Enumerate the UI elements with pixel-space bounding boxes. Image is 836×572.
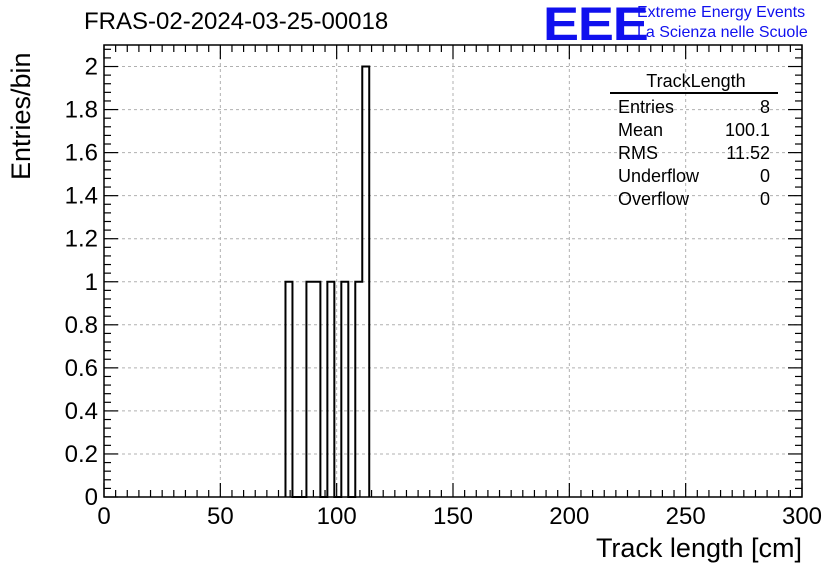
stats-value: 0 [759, 166, 770, 186]
y-tick-label: 0.4 [65, 398, 98, 425]
chart-title: FRAS-02-2024-03-25-00018 [84, 8, 389, 35]
histogram-bin [355, 282, 362, 497]
y-axis-label: Entries/bin [6, 52, 36, 180]
y-tick-label: 1.2 [65, 226, 98, 253]
x-axis-label: Track length [cm] [595, 533, 802, 563]
stats-row-mean: Mean 100.1 [610, 119, 778, 142]
histogram-bin [306, 282, 320, 497]
y-tick-label: 0 [85, 484, 98, 511]
stats-row-overflow: Overflow 0 [610, 188, 778, 211]
x-tick-label: 200 [549, 503, 589, 530]
stats-label: Entries [618, 97, 675, 117]
stats-box: TrackLength Entries 8 Mean 100.1 RMS 11.… [610, 70, 778, 211]
y-tick-label: 2 [85, 54, 98, 81]
histogram-bin [341, 282, 348, 497]
stats-row-rms: RMS 11.52 [610, 142, 778, 165]
stats-value: 100.1 [724, 120, 770, 140]
stats-label: RMS [618, 143, 658, 163]
y-tick-label: 1.4 [65, 183, 98, 210]
x-tick-label: 300 [782, 503, 822, 530]
x-tick-label: 100 [317, 503, 357, 530]
stats-value: 11.52 [726, 143, 770, 163]
eee-logo: EEE [543, 0, 649, 50]
x-tick-label: 50 [207, 503, 234, 530]
y-tick-label: 0.2 [65, 441, 98, 468]
y-tick-label: 0.6 [65, 355, 98, 382]
y-tick-label: 1.8 [65, 97, 98, 124]
stats-value: 0 [759, 189, 770, 209]
x-tick-label: 250 [666, 503, 706, 530]
histogram-bin [327, 282, 334, 497]
stats-row-entries: Entries 8 [610, 96, 778, 119]
stats-label: Overflow [618, 189, 690, 209]
brand-line-2: La Scienza nelle Scuole [637, 24, 808, 41]
x-tick-label: 150 [433, 503, 473, 530]
histogram-bin [362, 67, 369, 497]
stats-label: Mean [618, 120, 664, 140]
stats-divider [610, 92, 778, 94]
stats-row-underflow: Underflow 0 [610, 165, 778, 188]
y-tick-label: 1.6 [65, 140, 98, 167]
stats-label: Underflow [618, 166, 700, 186]
brand-line-1: Extreme Energy Events [637, 4, 806, 21]
stats-title: TrackLength [646, 71, 746, 91]
stats-value: 8 [759, 97, 770, 117]
x-tick-label: 0 [97, 503, 110, 530]
histogram-bin [285, 282, 292, 497]
y-tick-label: 0.8 [65, 312, 98, 339]
y-tick-label: 1 [85, 269, 98, 296]
